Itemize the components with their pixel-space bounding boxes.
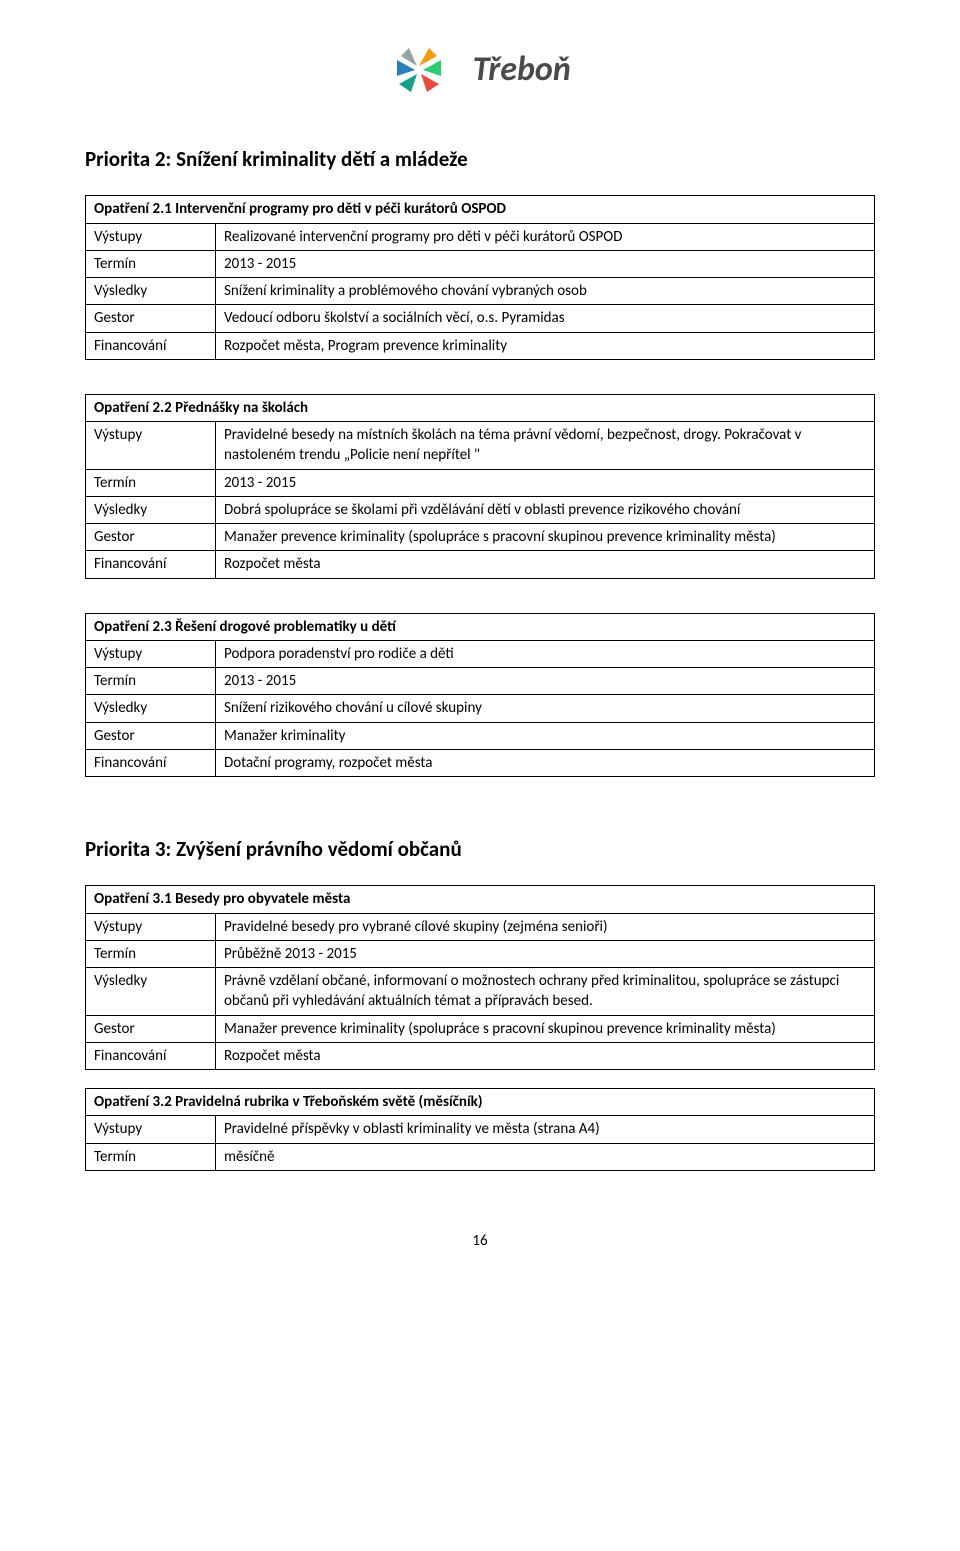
table-label: Gestor bbox=[86, 1015, 216, 1042]
table-value: Rozpočet města, Program prevence krimina… bbox=[216, 332, 875, 359]
table-value: Dobrá spolupráce se školami při vzdělává… bbox=[216, 496, 875, 523]
opatreni-2-3-table: Opatření 2.3 Řešení drogové problematiky… bbox=[85, 613, 875, 778]
table-value: Realizované intervenční programy pro dět… bbox=[216, 223, 875, 250]
opatreni-3-1-title: Opatření 3.1 Besedy pro obyvatele města bbox=[86, 886, 875, 913]
page-number: 16 bbox=[85, 1231, 875, 1251]
opatreni-2-2-table: Opatření 2.2 Přednášky na školách Výstup… bbox=[85, 394, 875, 579]
trebon-logo-icon bbox=[389, 40, 461, 100]
table-label: Výstupy bbox=[86, 913, 216, 940]
table-label: Financování bbox=[86, 551, 216, 578]
table-value: Manažer prevence kriminality (spolupráce… bbox=[216, 524, 875, 551]
table-label: Financování bbox=[86, 749, 216, 776]
table-value: Snížení kriminality a problémového chová… bbox=[216, 278, 875, 305]
table-value: Manažer prevence kriminality (spolupráce… bbox=[216, 1015, 875, 1042]
table-label: Výstupy bbox=[86, 223, 216, 250]
table-label: Termín bbox=[86, 250, 216, 277]
opatreni-2-1-title: Opatření 2.1 Intervenční programy pro dě… bbox=[86, 196, 875, 223]
table-label: Výstupy bbox=[86, 1116, 216, 1143]
table-label: Gestor bbox=[86, 722, 216, 749]
table-value: Manažer kriminality bbox=[216, 722, 875, 749]
table-value: Rozpočet města bbox=[216, 551, 875, 578]
table-value: Pravidelné besedy na místních školách na… bbox=[216, 422, 875, 470]
priorita-2-heading: Priorita 2: Snížení kriminality dětí a m… bbox=[85, 145, 875, 173]
opatreni-3-2-title: Opatření 3.2 Pravidelná rubrika v Třeboň… bbox=[86, 1089, 875, 1116]
table-label: Výstupy bbox=[86, 422, 216, 470]
table-label: Termín bbox=[86, 469, 216, 496]
table-label: Financování bbox=[86, 1042, 216, 1069]
table-label: Výsledky bbox=[86, 695, 216, 722]
logo-area: Třeboň bbox=[85, 40, 875, 100]
opatreni-2-2-title: Opatření 2.2 Přednášky na školách bbox=[86, 394, 875, 421]
table-label: Výstupy bbox=[86, 640, 216, 667]
table-value: měsíčně bbox=[216, 1143, 875, 1170]
table-value: Dotační programy, rozpočet města bbox=[216, 749, 875, 776]
table-value: 2013 - 2015 bbox=[216, 668, 875, 695]
opatreni-3-2-table: Opatření 3.2 Pravidelná rubrika v Třeboň… bbox=[85, 1088, 875, 1171]
table-value: Právně vzdělaní občané, informovaní o mo… bbox=[216, 968, 875, 1016]
priorita-3-heading: Priorita 3: Zvýšení právního vědomí obča… bbox=[85, 835, 875, 863]
table-label: Výsledky bbox=[86, 968, 216, 1016]
table-label: Výsledky bbox=[86, 278, 216, 305]
table-label: Gestor bbox=[86, 524, 216, 551]
table-label: Termín bbox=[86, 940, 216, 967]
table-value: Průběžně 2013 - 2015 bbox=[216, 940, 875, 967]
opatreni-2-1-table: Opatření 2.1 Intervenční programy pro dě… bbox=[85, 195, 875, 360]
table-value: Pravidelné příspěvky v oblasti kriminali… bbox=[216, 1116, 875, 1143]
table-label: Financování bbox=[86, 332, 216, 359]
opatreni-3-1-table: Opatření 3.1 Besedy pro obyvatele města … bbox=[85, 885, 875, 1070]
table-label: Termín bbox=[86, 1143, 216, 1170]
table-label: Gestor bbox=[86, 305, 216, 332]
table-value: Snížení rizikového chování u cílové skup… bbox=[216, 695, 875, 722]
table-value: Vedoucí odboru školství a sociálních věc… bbox=[216, 305, 875, 332]
table-label: Výsledky bbox=[86, 496, 216, 523]
table-value: 2013 - 2015 bbox=[216, 250, 875, 277]
table-value: Podpora poradenství pro rodiče a děti bbox=[216, 640, 875, 667]
opatreni-2-3-title: Opatření 2.3 Řešení drogové problematiky… bbox=[86, 613, 875, 640]
table-value: Rozpočet města bbox=[216, 1042, 875, 1069]
table-value: 2013 - 2015 bbox=[216, 469, 875, 496]
table-value: Pravidelné besedy pro vybrané cílové sku… bbox=[216, 913, 875, 940]
table-label: Termín bbox=[86, 668, 216, 695]
logo-text: Třeboň bbox=[473, 49, 571, 90]
